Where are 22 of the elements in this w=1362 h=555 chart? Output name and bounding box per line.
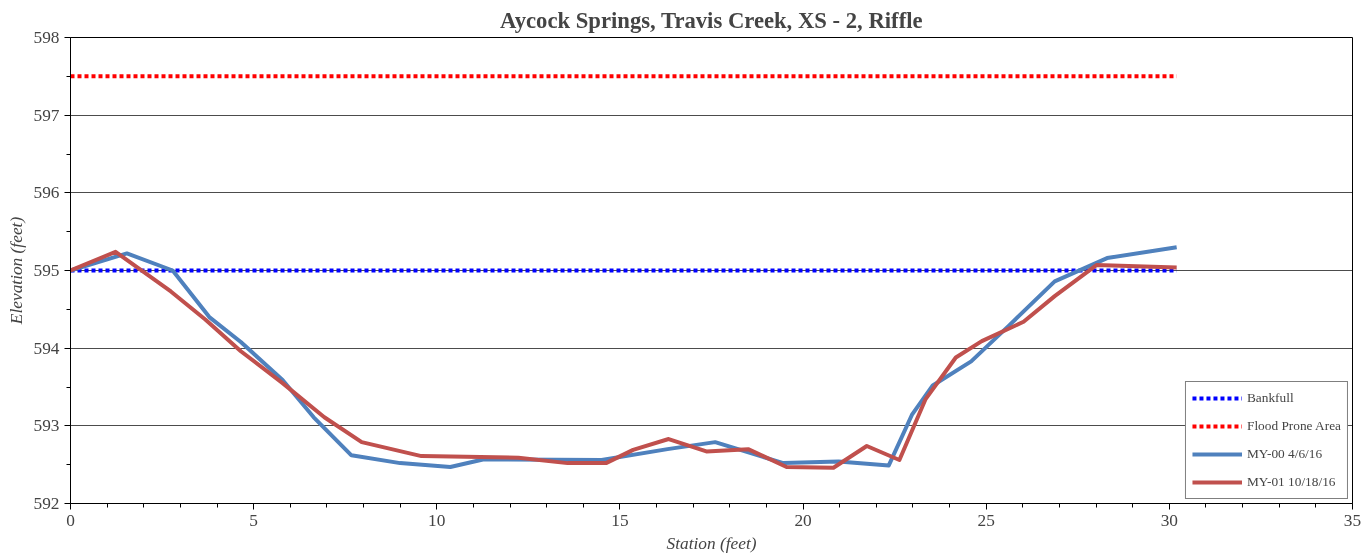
chart-title: Aycock Springs, Travis Creek, XS - 2, Riffle <box>500 7 923 33</box>
y-tick-label: 592 <box>33 494 60 513</box>
legend-label: MY-01 10/18/16 <box>1246 474 1336 490</box>
legend-label: MY-00 4/6/16 <box>1246 446 1323 462</box>
x-tick-label: 20 <box>794 510 812 530</box>
y-tick-label: 594 <box>33 338 60 358</box>
y-tick-label: 593 <box>33 416 60 436</box>
x-axis-title: Station (feet) <box>666 533 757 553</box>
y-tick-label: 598 <box>33 28 60 47</box>
y-tick-label: 597 <box>33 105 60 125</box>
legend-label: Bankfull <box>1246 390 1294 406</box>
y-axis-title: Elevation (feet) <box>6 216 26 326</box>
x-tick-label: 35 <box>1343 510 1362 530</box>
x-tick-label: 30 <box>1160 510 1179 530</box>
x-tick-label: 5 <box>249 510 258 530</box>
y-tick-label: 595 <box>33 261 60 280</box>
legend-label: Flood Prone Area <box>1246 418 1341 434</box>
x-tick-label: 25 <box>977 510 995 530</box>
x-tick-label: 0 <box>66 510 75 530</box>
x-tick-label: 10 <box>428 510 446 530</box>
x-tick-label: 15 <box>611 510 629 530</box>
y-tick-label: 596 <box>33 183 60 203</box>
